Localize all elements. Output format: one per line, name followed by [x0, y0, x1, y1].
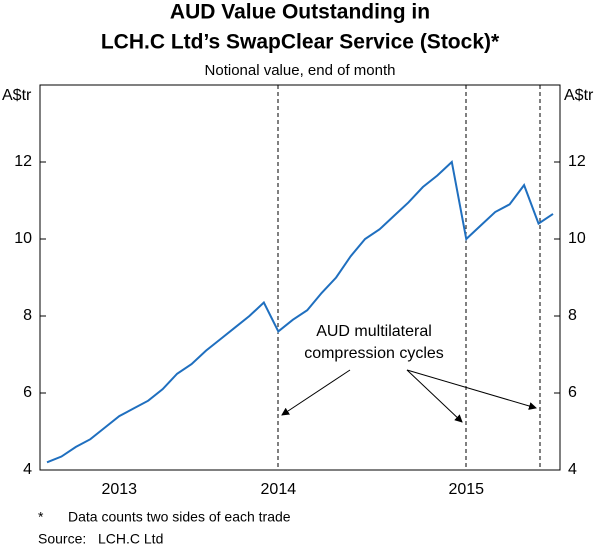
chart-title: LCH.C Ltd’s SwapClear Service (Stock)* [101, 31, 500, 54]
y-tick-label: 4 [23, 461, 32, 478]
y-unit: A$tr [564, 87, 594, 104]
arrow [406, 369, 537, 410]
y-unit: A$tr [2, 87, 32, 104]
y2-tick-label: 6 [568, 384, 577, 401]
x-tick-label: 2014 [261, 481, 297, 498]
x-tick-label: 2015 [448, 481, 484, 498]
chart-subtitle: Notional value, end of month [205, 62, 396, 79]
arrow [406, 369, 463, 423]
footnote: Data counts two sides of each trade [68, 509, 291, 525]
source: Source: [38, 531, 86, 547]
y2-tick-label: 10 [568, 230, 586, 247]
y2-tick-label: 12 [568, 153, 586, 170]
plot-frame [39, 84, 561, 471]
footnote: * [38, 509, 44, 525]
chart-title: AUD Value Outstanding in [170, 1, 430, 24]
y2-tick-label: 4 [568, 461, 577, 478]
arrow [281, 369, 351, 416]
annotation: AUD multilateral [316, 323, 432, 340]
y-tick-label: 8 [23, 307, 32, 324]
x-tick-label: 2013 [101, 481, 137, 498]
y-tick-label: 10 [14, 230, 32, 247]
line [46, 160, 554, 464]
annotation: compression cycles [304, 345, 444, 362]
y2-tick-label: 8 [568, 307, 577, 324]
y-tick-label: 6 [23, 384, 32, 401]
y-tick-label: 12 [14, 153, 32, 170]
source: LCH.C Ltd [98, 531, 163, 547]
